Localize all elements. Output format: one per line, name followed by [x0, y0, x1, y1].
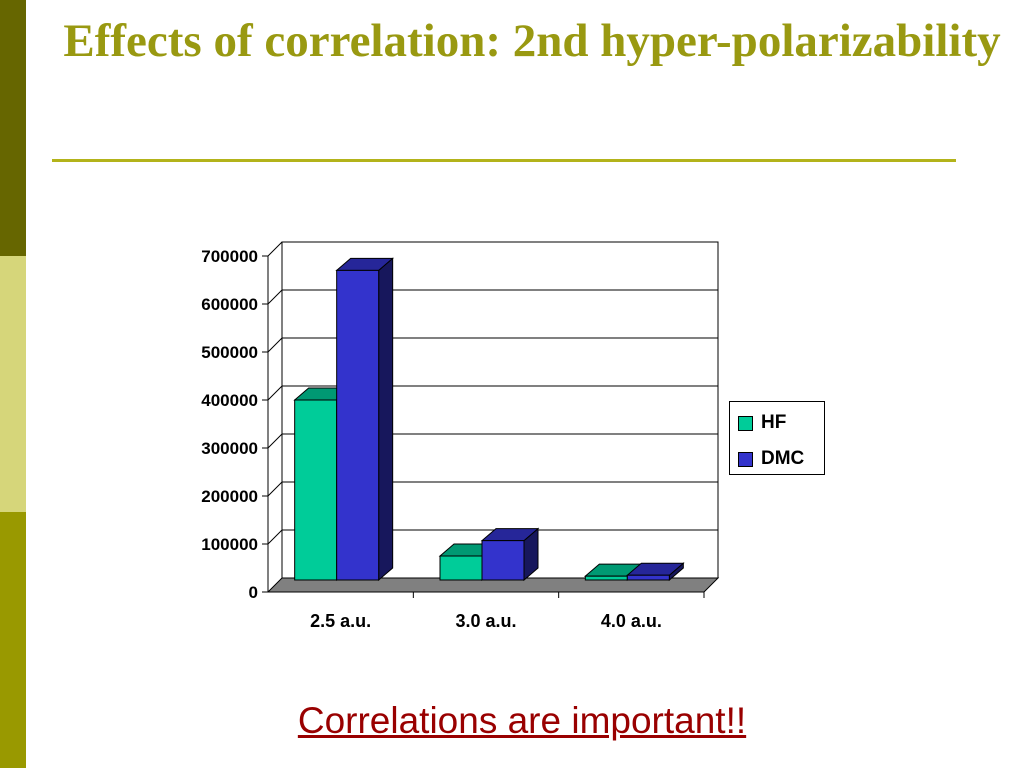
- sidebar-band-light: [0, 256, 26, 512]
- sidebar-band-dark: [0, 0, 26, 256]
- bar-dmc: [481, 540, 525, 581]
- y-tick-label: 400000: [201, 391, 258, 410]
- x-category-label: 4.0 a.u.: [601, 611, 662, 631]
- bar-side: [378, 257, 394, 582]
- sidebar-band-olive: [0, 512, 26, 768]
- footer-link[interactable]: Correlations are important!!: [297, 700, 747, 741]
- legend-item-dmc: DMC: [738, 448, 804, 470]
- y-tick-label: 100000: [201, 535, 258, 554]
- gridline-side: [267, 241, 283, 257]
- bar-hf: [294, 399, 338, 581]
- y-tick-label: 0: [249, 583, 258, 602]
- chart-legend: HF DMC: [729, 401, 825, 475]
- legend-label-hf: HF: [761, 412, 787, 433]
- gridline-side: [267, 337, 283, 353]
- legend-swatch-dmc: [738, 451, 753, 467]
- gridline-side: [267, 529, 283, 545]
- bar-dmc: [626, 574, 670, 581]
- y-tick-label: 600000: [201, 295, 258, 314]
- x-category-label: 2.5 a.u.: [310, 611, 371, 631]
- y-tick-label: 200000: [201, 487, 258, 506]
- gridline-side: [267, 385, 283, 401]
- gridline-side: [267, 481, 283, 497]
- bar-hf: [439, 555, 483, 581]
- x-category-label: 3.0 a.u.: [455, 611, 516, 631]
- legend-label-dmc: DMC: [761, 448, 805, 469]
- bar-hf: [584, 575, 628, 581]
- y-tick-label: 700000: [201, 247, 258, 266]
- slide-title: Effects of correlation: 2nd hyper-polari…: [63, 15, 1001, 67]
- y-tick-label: 500000: [201, 343, 258, 362]
- bar-dmc: [336, 269, 380, 581]
- title-divider: [52, 159, 956, 162]
- legend-item-hf: HF: [738, 412, 786, 434]
- legend-swatch-hf: [738, 415, 753, 431]
- y-tick-label: 300000: [201, 439, 258, 458]
- gridline-side: [267, 433, 283, 449]
- gridline-side: [267, 289, 283, 305]
